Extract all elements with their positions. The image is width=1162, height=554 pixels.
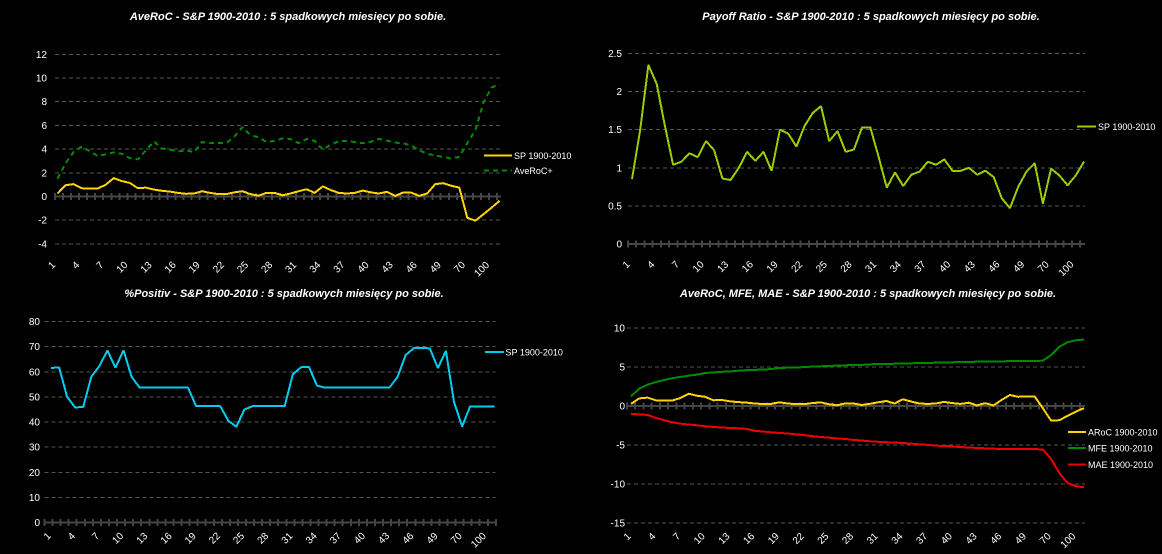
svg-text:30: 30 — [29, 443, 41, 454]
svg-text:2: 2 — [41, 168, 47, 179]
svg-text:2: 2 — [616, 87, 622, 98]
svg-text:5: 5 — [619, 362, 625, 373]
svg-text:10: 10 — [29, 493, 41, 504]
svg-text:40: 40 — [29, 418, 41, 429]
svg-text:%Positiv - S&P 1900-2010 : 5 s: %Positiv - S&P 1900-2010 : 5 spadkowych … — [124, 288, 443, 300]
svg-text:-2: -2 — [38, 216, 47, 227]
svg-text:6: 6 — [41, 121, 47, 132]
svg-text:10: 10 — [36, 74, 48, 85]
svg-text:ARoC 1900-2010: ARoC 1900-2010 — [1088, 427, 1158, 437]
svg-text:AveRoC - S&P 1900-2010 : 5 spa: AveRoC - S&P 1900-2010 : 5 spadkowych mi… — [129, 11, 446, 23]
svg-text:Payoff Ratio - S&P 1900-2010 :: Payoff Ratio - S&P 1900-2010 : 5 spadkow… — [702, 11, 1039, 23]
svg-text:-5: -5 — [616, 440, 625, 451]
svg-text:50: 50 — [29, 392, 41, 403]
svg-text:MFE 1900-2010: MFE 1900-2010 — [1088, 443, 1153, 453]
svg-text:AveRoC+: AveRoC+ — [514, 166, 553, 176]
svg-text:20: 20 — [29, 468, 41, 479]
svg-text:10: 10 — [614, 323, 626, 334]
svg-text:-4: -4 — [38, 239, 47, 250]
svg-text:0: 0 — [34, 518, 40, 529]
svg-text:AveRoC, MFE, MAE - S&P 1900-20: AveRoC, MFE, MAE - S&P 1900-2010 : 5 spa… — [679, 288, 1056, 300]
svg-text:0: 0 — [619, 401, 625, 412]
svg-text:SP 1900-2010: SP 1900-2010 — [506, 348, 563, 358]
svg-text:MAE 1900-2010: MAE 1900-2010 — [1088, 460, 1153, 470]
svg-text:SP 1900-2010: SP 1900-2010 — [1098, 122, 1155, 132]
svg-text:2.5: 2.5 — [608, 49, 622, 60]
svg-text:-15: -15 — [611, 518, 626, 529]
svg-text:1: 1 — [616, 163, 622, 174]
svg-text:0.5: 0.5 — [608, 201, 622, 212]
svg-text:12: 12 — [36, 50, 48, 61]
svg-text:1.5: 1.5 — [608, 125, 622, 136]
svg-text:8: 8 — [41, 97, 47, 108]
svg-text:4: 4 — [41, 145, 47, 156]
svg-text:-10: -10 — [611, 479, 626, 490]
svg-text:0: 0 — [41, 192, 47, 203]
svg-text:80: 80 — [29, 317, 41, 328]
svg-text:60: 60 — [29, 367, 41, 378]
svg-text:0: 0 — [616, 240, 622, 251]
svg-text:SP 1900-2010: SP 1900-2010 — [514, 151, 571, 161]
svg-text:70: 70 — [29, 342, 41, 353]
